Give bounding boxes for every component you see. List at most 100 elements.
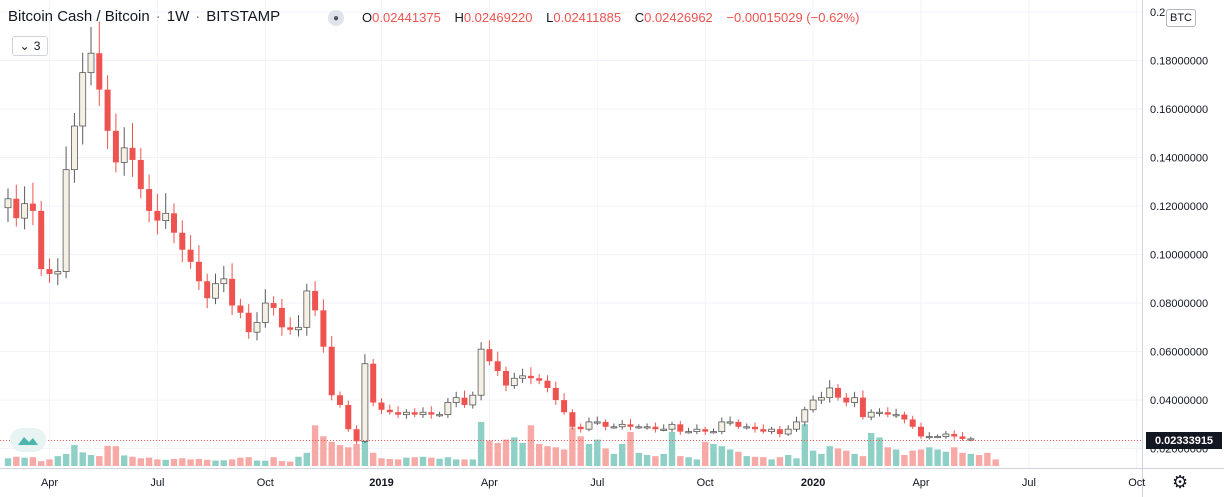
volume-bar xyxy=(635,452,642,466)
candle xyxy=(353,429,360,442)
volume-bar xyxy=(818,453,825,466)
candle xyxy=(726,421,734,424)
y-tick-label: 0.18000000 xyxy=(1150,56,1208,68)
candle xyxy=(120,147,128,163)
volume-bar xyxy=(104,445,111,466)
candle xyxy=(87,52,95,74)
candle xyxy=(826,387,834,399)
volume-bar xyxy=(353,444,360,466)
candle xyxy=(643,426,651,429)
low-label: L xyxy=(546,10,554,25)
candle xyxy=(137,159,144,190)
x-tick-label: Oct xyxy=(1128,477,1145,489)
candle xyxy=(577,426,584,430)
candle xyxy=(361,363,369,442)
volume-bar xyxy=(394,459,402,466)
volume-bar xyxy=(453,459,460,466)
candle xyxy=(46,269,53,274)
gear-icon[interactable]: ⚙ xyxy=(1172,472,1189,492)
tradingview-logo-icon[interactable] xyxy=(10,428,46,452)
volume-bar xyxy=(195,458,203,466)
volume-bar xyxy=(204,459,211,466)
candle xyxy=(21,203,29,219)
volume-bar xyxy=(735,451,742,466)
volume-bar xyxy=(403,457,410,466)
volume-bar xyxy=(112,446,120,466)
volume-bar xyxy=(951,447,958,466)
volume-bar xyxy=(660,453,667,466)
volume-bar xyxy=(668,431,676,466)
volume-bar xyxy=(726,449,734,466)
volume-bar xyxy=(544,446,551,466)
volume-bar xyxy=(253,460,261,466)
volume-bar xyxy=(809,450,817,466)
volume-bar xyxy=(162,459,169,466)
volume-bar xyxy=(79,452,86,466)
candle xyxy=(934,436,941,439)
candle xyxy=(477,348,485,396)
candle xyxy=(386,409,393,413)
candle xyxy=(461,397,468,405)
volume-bar xyxy=(411,457,418,466)
candle xyxy=(278,307,285,328)
volume-bar xyxy=(336,445,344,466)
candle xyxy=(494,361,501,371)
symbol-name[interactable]: Bitcoin Cash / Bitcoin xyxy=(8,8,150,25)
candle xyxy=(884,412,891,415)
x-tick-label: Jul xyxy=(590,477,604,489)
volume-bar xyxy=(187,459,194,466)
candle xyxy=(760,429,767,432)
candle xyxy=(402,411,410,416)
volume-bar xyxy=(685,457,692,466)
symbol-settings-icon[interactable]: ● xyxy=(328,10,344,26)
volume-bar xyxy=(129,456,136,466)
chart-header: Bitcoin Cash / Bitcoin · 1W · BITSTAMP xyxy=(8,8,280,25)
volume-bar xyxy=(876,437,883,466)
volume-bar xyxy=(693,459,701,466)
currency-badge[interactable]: BTC xyxy=(1166,9,1196,27)
volume-bar xyxy=(170,458,178,466)
y-tick-label: 0.2 xyxy=(1150,7,1165,19)
candle xyxy=(793,421,800,430)
interval-label[interactable]: 1W xyxy=(166,8,190,25)
candle xyxy=(187,249,194,262)
candle xyxy=(901,414,908,420)
volume-bar xyxy=(577,436,584,466)
exchange-label: BITSTAMP xyxy=(206,8,281,25)
volume-bar xyxy=(851,453,858,466)
candle xyxy=(942,433,950,437)
volume-bar xyxy=(926,447,933,466)
volume-bar xyxy=(959,452,966,466)
candle xyxy=(618,423,626,428)
candle xyxy=(510,377,518,386)
candle xyxy=(743,426,751,429)
x-tick-label: 2020 xyxy=(801,477,825,489)
last-price-label: 0.02333915 xyxy=(1146,432,1222,450)
candle xyxy=(544,380,551,388)
candle xyxy=(212,283,219,299)
volume-bar xyxy=(843,450,850,466)
candle xyxy=(635,426,643,429)
candle xyxy=(4,198,12,209)
candle xyxy=(951,434,958,437)
header-separator: · xyxy=(155,8,161,25)
indicators-collapse-button[interactable]: ⌄ 3 xyxy=(12,36,48,56)
candle xyxy=(444,402,452,416)
volume-bar xyxy=(868,433,875,466)
volume-bar xyxy=(13,456,20,466)
candle xyxy=(818,397,825,401)
volume-bar xyxy=(328,441,335,466)
volume-bar xyxy=(220,460,227,466)
volume-bar xyxy=(511,437,518,466)
volume-bar xyxy=(585,444,593,466)
candle xyxy=(752,426,758,430)
volume-bar xyxy=(436,458,443,466)
volume-bar xyxy=(121,455,128,466)
volume-bar xyxy=(677,456,684,466)
volume-bar xyxy=(29,457,37,466)
close-value: 0.02426962 xyxy=(644,10,713,25)
volume-bar xyxy=(892,449,900,466)
candle xyxy=(486,349,493,362)
volume-bar xyxy=(428,457,435,466)
